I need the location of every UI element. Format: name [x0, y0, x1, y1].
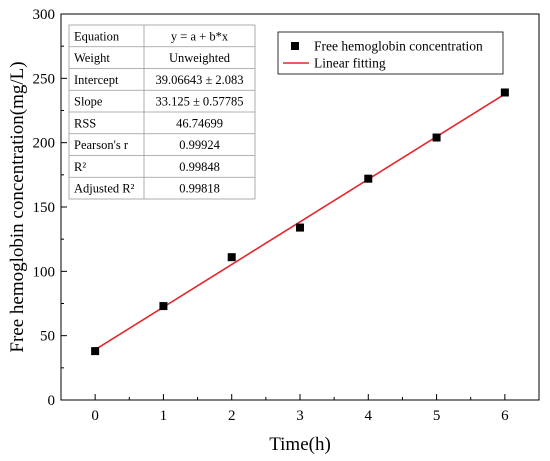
x-axis-ticks: 0 1 2 3 4 5 6 [60, 394, 540, 424]
x-axis-title: Time(h) [269, 434, 331, 455]
stats-label: RSS [74, 116, 96, 130]
data-point [500, 88, 509, 97]
stats-label: Pearson's r [74, 138, 129, 152]
data-point [364, 174, 373, 183]
y-axis-title: Free hemoglobin concentration(mg/L) [7, 61, 28, 352]
x-tick-label: 5 [433, 408, 441, 424]
x-tick-label: 4 [365, 408, 373, 424]
stats-value: 33.125 ± 0.57785 [155, 95, 243, 109]
y-tick-label: 100 [33, 264, 56, 280]
stats-value: Unweighted [169, 51, 231, 65]
y-tick-label: 200 [33, 136, 56, 152]
legend-fit-label: Linear fitting [314, 56, 386, 71]
stats-label: Equation [74, 29, 120, 43]
stats-value: 0.99818 [179, 182, 220, 196]
data-point [91, 347, 100, 356]
x-tick-label: 1 [160, 408, 168, 424]
data-point [159, 302, 168, 311]
stats-label: Weight [74, 51, 110, 65]
stats-value: 0.99848 [179, 160, 220, 174]
stats-value: 46.74699 [176, 116, 223, 130]
y-tick-label: 50 [40, 329, 55, 345]
stats-label: Adjusted R² [74, 182, 135, 196]
x-tick-label: 2 [228, 408, 236, 424]
y-axis-ticks: 0 50 100 150 200 250 300 [33, 7, 67, 409]
data-point [227, 253, 236, 262]
data-point [432, 133, 441, 142]
x-tick-label: 3 [296, 408, 304, 424]
legend-scatter-label: Free hemoglobin concentration [314, 39, 483, 54]
x-tick-label: 0 [91, 408, 99, 424]
legend-scatter-marker [291, 42, 299, 50]
stats-table: Equation y = a + b*x Weight Unweighted Inter… [68, 24, 256, 200]
stats-label: Slope [74, 95, 103, 109]
stats-label: R² [74, 160, 86, 174]
x-tick-label: 6 [501, 408, 509, 424]
stats-value: 0.99924 [179, 138, 220, 152]
stats-value: y = a + b*x [171, 29, 229, 43]
data-points-layer [91, 88, 509, 356]
stats-value: 39.06643 ± 2.083 [155, 73, 243, 87]
data-point [296, 223, 304, 232]
y-tick-label: 0 [48, 393, 56, 409]
y-tick-label: 150 [33, 200, 56, 216]
legend: Free hemoglobin concentration Linear fitt… [277, 31, 504, 75]
stats-label: Intercept [74, 73, 119, 87]
y-tick-label: 300 [33, 7, 56, 23]
y-tick-label: 250 [33, 71, 56, 87]
legend-frame [277, 31, 504, 75]
